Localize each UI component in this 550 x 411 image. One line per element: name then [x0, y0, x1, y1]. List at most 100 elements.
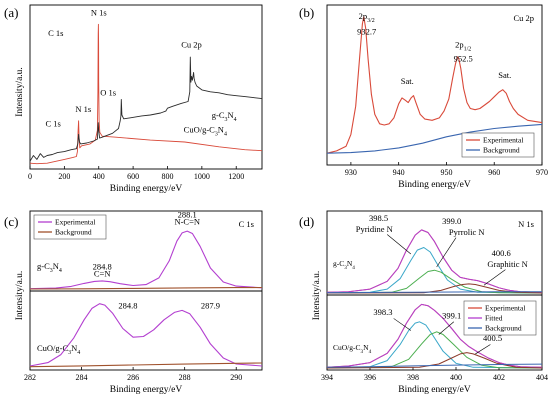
annotation-leader — [475, 344, 491, 355]
peak-annotation: Pyrrolic N — [449, 227, 485, 237]
plot-frame — [29, 210, 263, 371]
peak-annotation: N 1s — [75, 104, 91, 114]
peak-annotation: Cu 2p — [181, 39, 202, 49]
y-axis-title: Intensity/a.u. — [15, 271, 25, 321]
legend-entry: Experimental — [55, 218, 95, 227]
x-tick-label: 290 — [230, 373, 242, 382]
peak-annotation: O 1s — [100, 88, 116, 98]
x-axis-title: Binding energy/eV — [398, 385, 471, 395]
legend-box — [461, 132, 535, 158]
peak-annotation: 400.5 — [483, 333, 502, 343]
legend-entry: Experimental — [485, 304, 525, 313]
series-line-gc3n4 — [29, 23, 263, 165]
peak-annotation: 284.8 — [118, 300, 137, 310]
series-line-background — [29, 286, 263, 290]
chart-title: N 1s — [518, 219, 534, 229]
peak-annotation: C 1s — [48, 28, 63, 38]
annotation-leader — [393, 318, 412, 331]
peak-annotation: 400.6 — [492, 248, 511, 258]
annotation-leader — [436, 237, 457, 268]
panel-label: (b) — [299, 5, 314, 20]
plot-frame — [326, 210, 543, 371]
peak-annotation: 398.3 — [373, 307, 392, 317]
series-line-3983 — [326, 321, 543, 369]
x-tick-label: 394 — [321, 373, 333, 382]
chart-title: Cu 2p — [513, 13, 534, 23]
x-tick-label: 960 — [488, 168, 500, 177]
x-tick-label: 286 — [127, 373, 139, 382]
peak-annotation: 952.5 — [454, 53, 473, 63]
legend-entry: Experimental — [483, 136, 523, 145]
series-line-graphiticn — [326, 283, 543, 294]
series-line-pyrrolicn — [326, 269, 543, 294]
panel-c: 282 284 286 288 290288.1N-C=N284.8C=Ng-C3N42… — [4, 210, 263, 395]
peak-annotation: Sat. — [498, 70, 511, 80]
x-axis-title: Binding energy/eV — [110, 385, 183, 395]
series-line-background — [326, 123, 543, 154]
peak-annotation: g-C3N4 — [212, 110, 237, 123]
annotation-leader — [483, 269, 506, 286]
peak-annotation: 2p3/2 — [359, 11, 375, 24]
series-line-experimental — [29, 230, 263, 290]
peak-annotation: 284.8 — [93, 262, 112, 272]
peak-annotation: C=N — [94, 269, 111, 279]
x-tick-label: 402 — [493, 373, 505, 382]
x-tick-label: 950 — [440, 168, 452, 177]
x-axis-title: Binding energy/eV — [110, 184, 183, 194]
peak-annotation: 287.9 — [201, 300, 220, 310]
series-line-cuogc3n4 — [29, 56, 263, 162]
legend-entry: Fitted — [485, 314, 503, 323]
peak-annotation: 399.0 — [442, 216, 461, 226]
peak-annotation: 932.7 — [357, 26, 376, 36]
peak-annotation: N 1s — [91, 8, 107, 18]
series-line-pyridinen — [326, 247, 543, 294]
chart-title: C 1s — [239, 219, 254, 229]
panel-label: (d) — [299, 214, 314, 229]
peak-annotation: 288.1 — [178, 210, 197, 220]
peak-annotation: Sat. — [401, 76, 414, 86]
series-line-fitted — [326, 229, 543, 293]
plot-frame — [326, 4, 543, 166]
series-line-background — [326, 363, 543, 368]
peak-annotation: 399.1 — [442, 310, 461, 320]
series-line-experimental — [326, 16, 543, 154]
x-tick-label: 284 — [76, 373, 88, 382]
series-line-background — [326, 291, 543, 294]
peak-annotation: N-C=N — [174, 217, 200, 227]
y-axis-title: Intensity/a.u. — [312, 271, 322, 321]
x-tick-label: 1000 — [194, 172, 210, 181]
x-tick-label: 600 — [127, 172, 139, 181]
series-line-experimental — [29, 303, 263, 367]
sample-label: CuO/g-C3N4 — [333, 343, 372, 355]
annotation-leader — [387, 234, 412, 255]
peak-annotation: 2p1/2 — [455, 39, 471, 52]
peak-annotation: Pyridine N — [356, 224, 393, 234]
x-tick-label: 1200 — [228, 172, 244, 181]
sample-label: g-C3N4 — [333, 259, 355, 271]
x-tick-label: 282 — [24, 373, 36, 382]
panel-label: (c) — [4, 214, 18, 229]
panel-a: 0 200 400 600 800 1000 1200 N 1s C 1s g-C3N4 Cu 2p… — [4, 4, 263, 194]
legend-entry: Background — [483, 146, 520, 155]
peak-annotation: 398.5 — [369, 213, 388, 223]
x-tick-label: 970 — [536, 168, 548, 177]
sample-label: CuO/g-C3N4 — [37, 343, 80, 356]
x-tick-label: 200 — [58, 172, 70, 181]
x-tick-label: 404 — [536, 373, 548, 382]
legend-entry: Background — [55, 228, 92, 237]
x-tick-label: 400 — [450, 373, 462, 382]
peak-annotation: CuO/g-C3N4 — [184, 124, 227, 137]
plot-frame — [29, 4, 263, 170]
sample-label: g-C3N4 — [37, 261, 62, 274]
series-line-3991 — [326, 331, 543, 369]
peak-annotation: Graphitic N — [487, 259, 527, 269]
x-tick-label: 398 — [407, 373, 419, 382]
x-tick-label: 800 — [161, 172, 173, 181]
x-axis-title: Binding energy/eV — [398, 180, 471, 190]
x-tick-label: 930 — [345, 168, 357, 177]
